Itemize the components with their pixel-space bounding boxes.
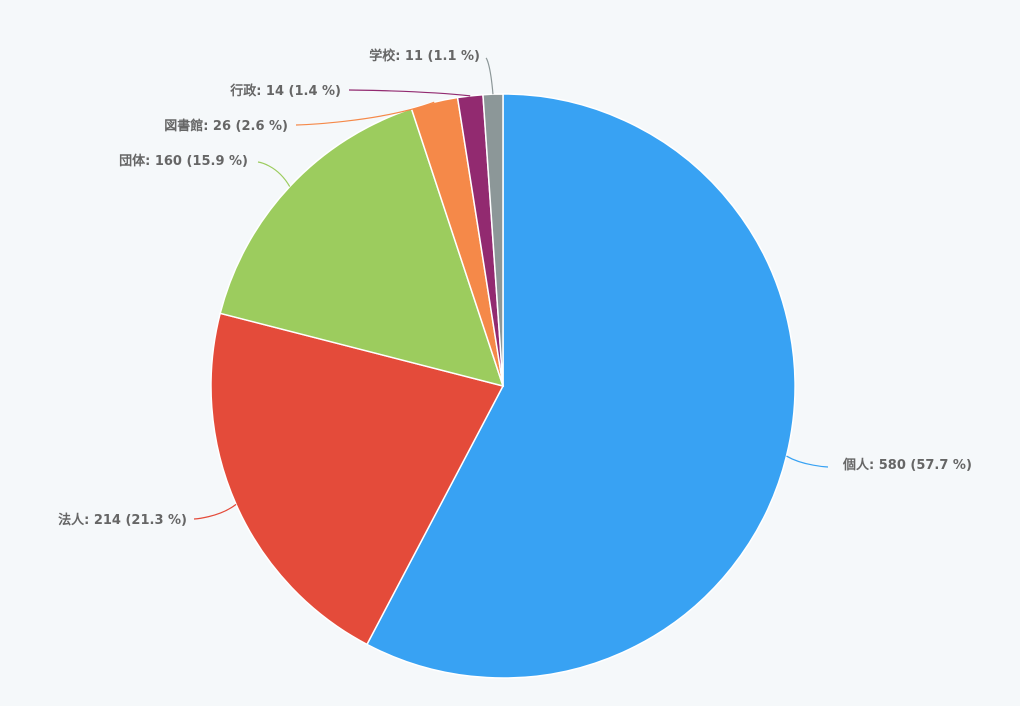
pie-slice-1[interactable] — [365, 93, 796, 679]
leader-line-5 — [348, 89, 471, 97]
leader-line-4 — [295, 101, 435, 126]
pie-slice-6[interactable] — [482, 93, 504, 387]
pie-slice-3[interactable] — [219, 107, 505, 388]
data-label-6: 学校: 11 (1.1 %) — [369, 48, 480, 64]
labels-layer: 個人: 580 (57.7 %) 法人: 214 (21.3 %) 団体: 160 … — [58, 48, 972, 528]
leader-line-1 — [786, 455, 829, 468]
data-label-5: 行政: 14 (1.4 %) — [229, 83, 341, 99]
data-label-2: 法人: 214 (21.3 %) — [58, 512, 187, 528]
data-label-4: 図書館: 26 (2.6 %) — [164, 118, 288, 134]
leader-line-3 — [257, 161, 291, 187]
leader-line-6 — [485, 57, 494, 95]
leader-line-2 — [193, 503, 237, 520]
data-label-3: 団体: 160 (15.9 %) — [119, 153, 248, 169]
slices-layer — [210, 93, 796, 679]
data-label-1: 個人: 580 (57.7 %) — [842, 457, 972, 473]
leaders-layer — [193, 57, 829, 520]
